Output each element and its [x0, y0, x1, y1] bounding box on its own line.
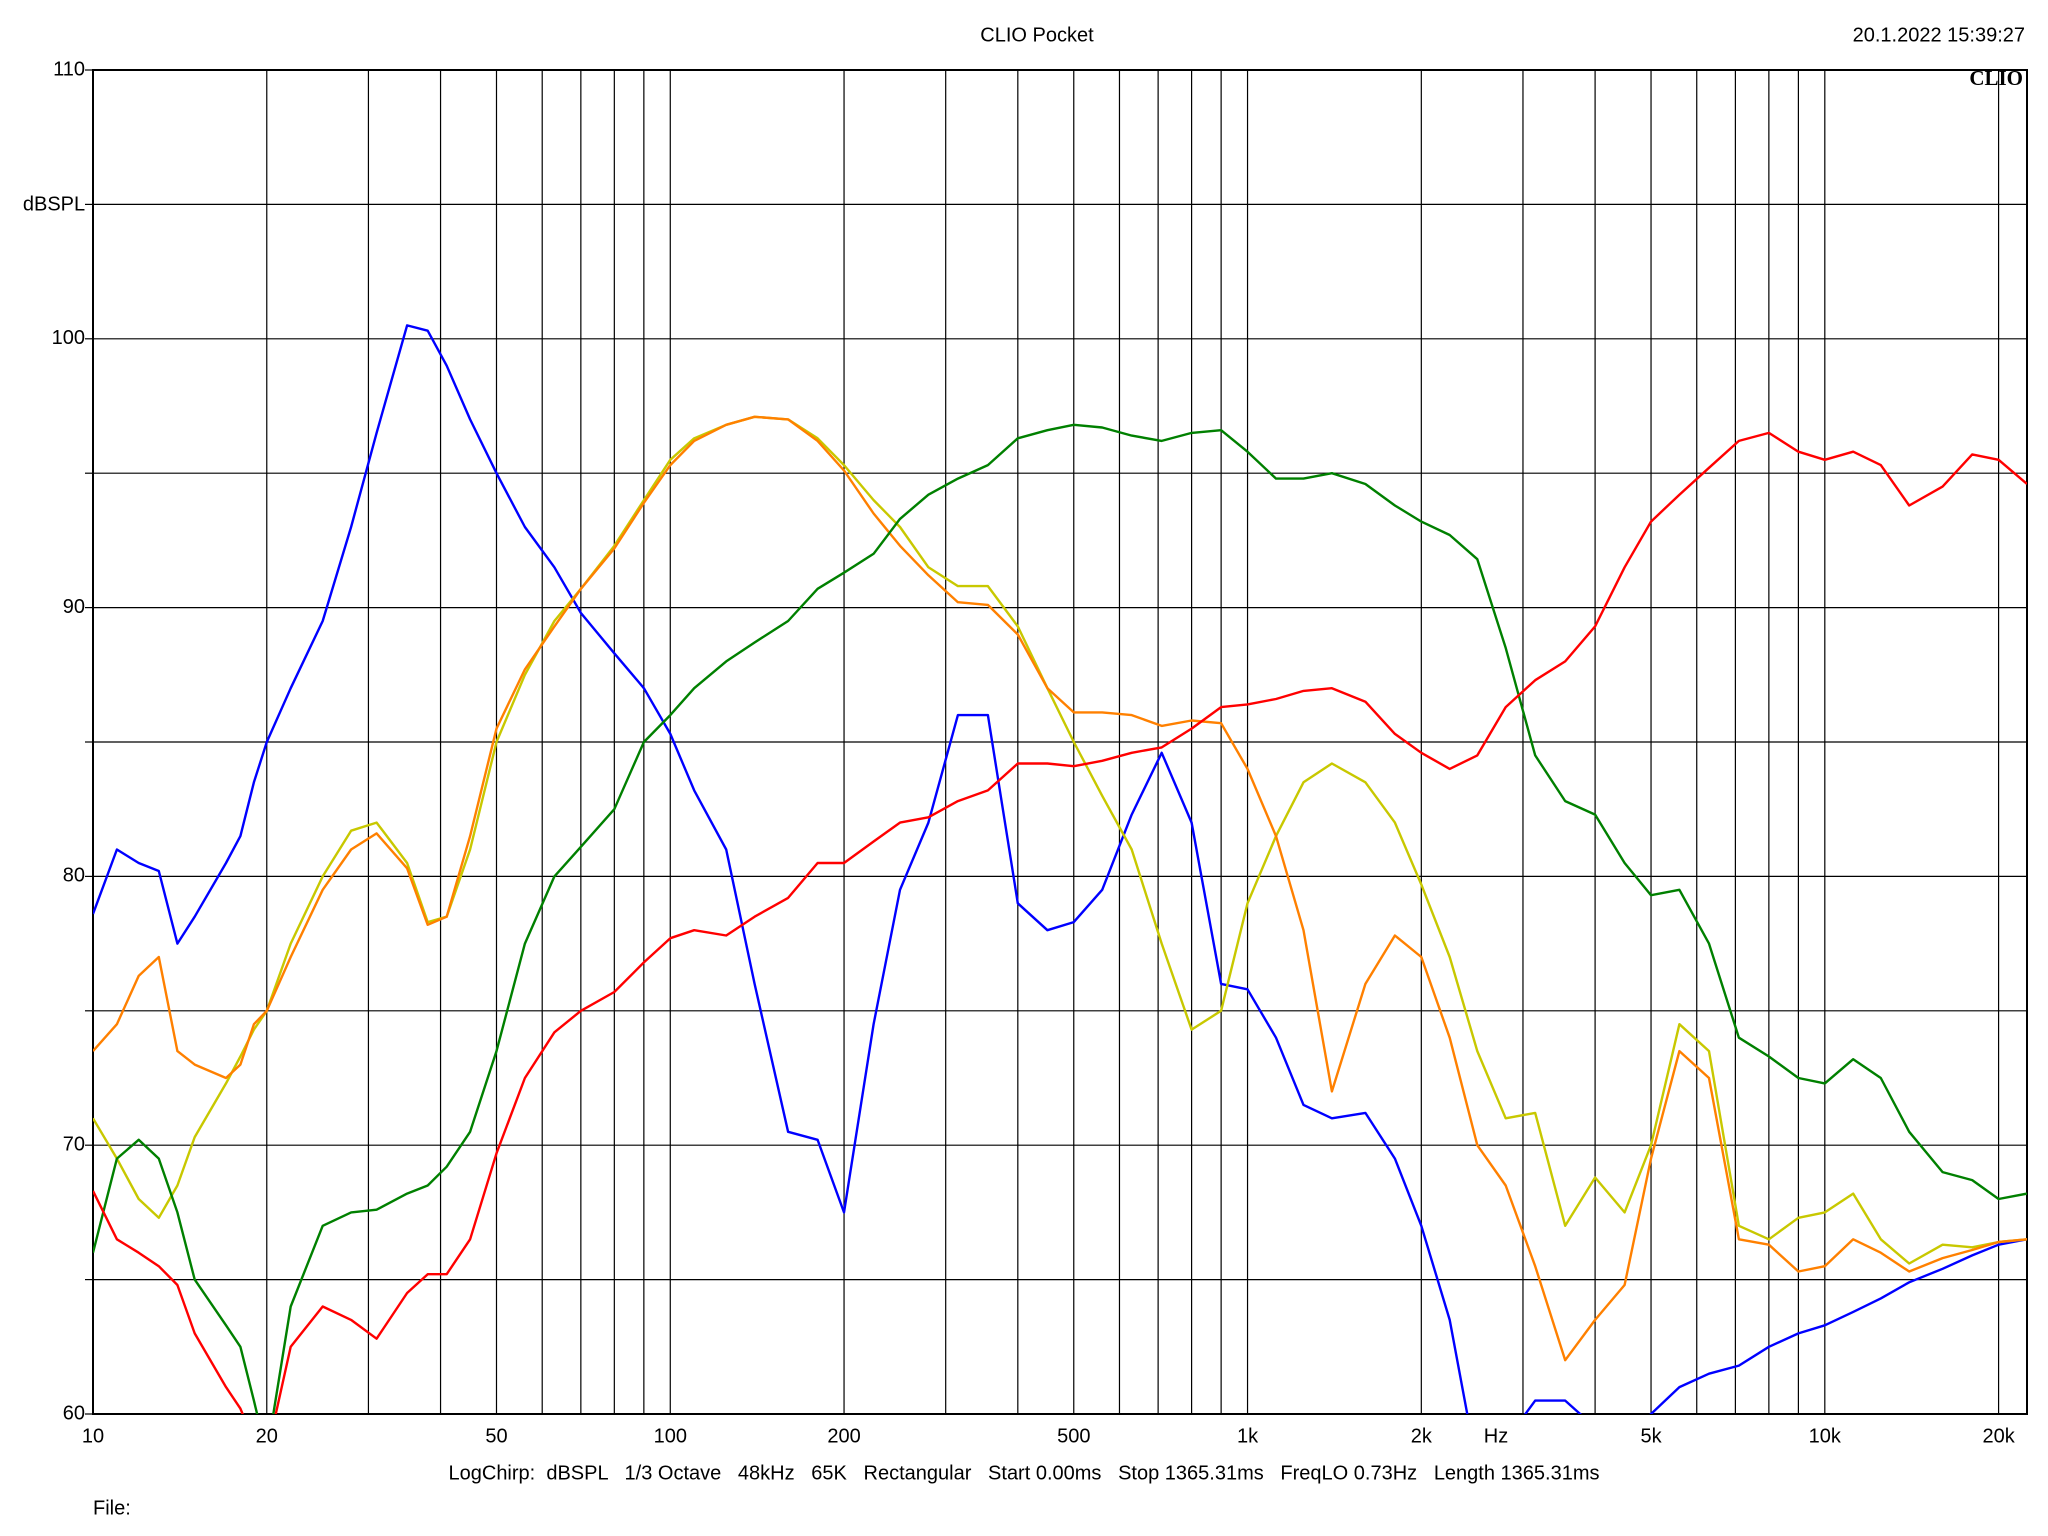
- x-tick-label: 100: [654, 1425, 687, 1447]
- x-tick-label: 500: [1057, 1425, 1090, 1447]
- series-line: [93, 324, 2027, 1414]
- x-tick-label: 10k: [1809, 1425, 1842, 1447]
- x-tick-label: 20k: [1982, 1425, 2015, 1447]
- y-tick-label: 110: [53, 58, 85, 80]
- series-line: [93, 423, 2027, 1414]
- x-tick-label: 200: [827, 1425, 860, 1447]
- footer: LogChirp: dBSPL 1/3 Octave 48kHz 65K Rec…: [449, 1462, 1600, 1484]
- file-label: File:: [93, 1497, 131, 1519]
- x-tick-label: 1k: [1237, 1425, 1259, 1447]
- y-tick-label: 80: [63, 865, 85, 887]
- y-tick-label: 100: [52, 327, 85, 349]
- y-axis-label: dBSPL: [23, 193, 85, 215]
- plot-area: [93, 324, 2027, 1414]
- x-tick-label: 2k: [1411, 1425, 1433, 1447]
- timestamp: 20.1.2022 15:39:27: [1853, 24, 2025, 46]
- y-tick-label: 90: [63, 596, 85, 618]
- y-tick-label: 70: [63, 1133, 85, 1155]
- series-line: [93, 415, 2027, 1265]
- x-tick-label: 50: [485, 1425, 507, 1447]
- x-axis-label: Hz: [1484, 1425, 1508, 1447]
- series-line: [93, 431, 2027, 1414]
- series-line: [93, 415, 2027, 1362]
- plot-frame: [92, 69, 2028, 1415]
- x-tick-label: 10: [82, 1425, 104, 1447]
- x-tick-label: 5k: [1640, 1425, 1662, 1447]
- chart-title: CLIO Pocket: [980, 24, 1094, 46]
- x-tick-label: 20: [256, 1425, 278, 1447]
- y-tick-label: 60: [63, 1402, 85, 1424]
